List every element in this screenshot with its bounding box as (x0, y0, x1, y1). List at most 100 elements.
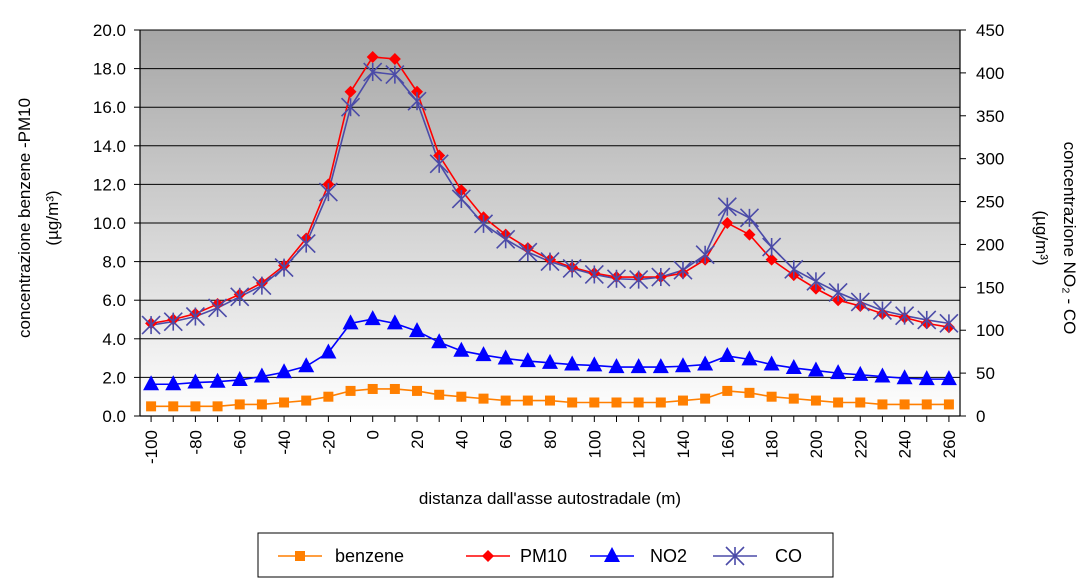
left-tick-label: 16.0 (93, 98, 126, 117)
data-point-pm10 (765, 253, 778, 266)
data-point-co (451, 189, 471, 209)
right-tick-label: 150 (976, 278, 1004, 297)
data-point-no2 (298, 357, 315, 373)
legend-box (257, 532, 834, 578)
data-point-co (385, 65, 405, 85)
data-point-co (540, 252, 560, 272)
data-point-benzene (855, 397, 866, 408)
x-tick-label: -80 (186, 430, 205, 455)
left-tick-label: 10.0 (93, 214, 126, 233)
data-point-co (562, 258, 582, 279)
x-tick-label: 100 (585, 430, 604, 458)
data-point-no2 (719, 346, 736, 362)
data-point-no2 (209, 372, 226, 388)
data-point-co (185, 306, 205, 327)
legend-marker-no2 (604, 547, 620, 562)
data-point-no2 (320, 343, 337, 359)
data-point-co (208, 298, 228, 318)
data-point-benzene (810, 395, 821, 406)
data-point-co (739, 208, 760, 228)
data-point-no2 (586, 356, 603, 372)
data-point-benzene (921, 399, 932, 410)
data-point-co (163, 312, 183, 332)
right-tick-label: 0 (976, 407, 985, 426)
legend-label-pm10: PM10 (520, 546, 567, 566)
right-tick-label: 450 (976, 21, 1004, 40)
legend-label-benzene: benzene (335, 546, 404, 566)
data-point-benzene (434, 389, 445, 400)
data-point-co (363, 62, 383, 82)
legend-marker-co (725, 546, 745, 566)
x-axis-title: distanza dall'asse autostradale (m) (419, 489, 681, 508)
data-point-benzene (389, 383, 400, 394)
data-point-co (296, 234, 316, 254)
data-point-co (606, 269, 627, 289)
data-point-benzene (943, 399, 954, 410)
data-point-co (252, 276, 272, 296)
x-tick-label: 200 (807, 430, 826, 458)
right-tick-label: 300 (976, 150, 1004, 169)
data-point-no2 (830, 364, 847, 380)
data-point-benzene (877, 399, 888, 410)
legend: benzene PM10 NO2 CO (257, 532, 834, 578)
x-tick-label: 20 (408, 430, 427, 449)
data-point-no2 (918, 370, 935, 386)
left-axis-title: concentrazione benzene -PM10 (µg/m³) (15, 98, 62, 338)
data-point-co (717, 197, 737, 217)
x-tick-label: 240 (896, 430, 915, 458)
data-point-benzene (677, 395, 688, 406)
data-point-pm10 (411, 85, 424, 98)
legend-label-co: CO (775, 546, 802, 566)
right-y-tick-labels: 0 50 100 150 200 250 300 350 400 450 (976, 21, 1004, 426)
data-point-co (872, 300, 892, 321)
data-point-co (496, 229, 516, 249)
right-tick-label: 50 (976, 364, 995, 383)
data-point-no2 (231, 370, 248, 386)
data-point-no2 (652, 358, 669, 374)
data-point-no2 (519, 352, 536, 368)
x-tick-label: 80 (541, 430, 560, 449)
x-tick-label: 140 (674, 430, 693, 458)
data-point-pm10 (743, 228, 756, 241)
left-tick-label: 8.0 (102, 253, 126, 272)
data-point-co (917, 310, 937, 330)
data-point-no2 (342, 314, 359, 330)
data-point-no2 (542, 353, 558, 369)
x-tick-label: -60 (231, 430, 250, 455)
right-axis-unit: (µg/m³) (1032, 210, 1051, 265)
data-point-benzene (256, 399, 267, 410)
data-point-no2 (763, 355, 780, 371)
axes (134, 29, 966, 422)
data-point-no2 (674, 357, 691, 373)
data-point-benzene (655, 397, 666, 408)
data-point-benzene (589, 397, 600, 408)
data-point-no2 (165, 375, 182, 391)
x-tick-label: -20 (319, 430, 338, 455)
data-point-no2 (431, 333, 448, 349)
data-point-no2 (896, 369, 913, 385)
data-point-no2 (276, 363, 293, 379)
data-point-co (141, 315, 161, 335)
data-point-co (274, 258, 294, 278)
data-point-benzene (478, 393, 489, 404)
data-point-pm10 (366, 51, 379, 64)
x-tick-label: 60 (497, 430, 516, 449)
right-axis-title-text: concentrazione NO₂ - CO (1060, 142, 1077, 335)
data-point-no2 (785, 358, 802, 374)
data-point-co (429, 154, 449, 174)
left-tick-label: 12.0 (93, 175, 126, 194)
data-point-no2 (409, 322, 426, 338)
data-point-no2 (386, 314, 403, 330)
left-tick-label: 0.0 (102, 407, 126, 426)
data-point-benzene (323, 391, 334, 402)
data-point-co (629, 270, 649, 290)
right-tick-label: 400 (976, 64, 1004, 83)
left-tick-label: 20.0 (93, 21, 126, 40)
data-point-co (651, 267, 671, 287)
left-axis-title-text: concentrazione benzene -PM10 (15, 98, 34, 338)
x-tick-label: -100 (142, 430, 161, 464)
x-tick-label: 120 (630, 430, 649, 458)
data-point-no2 (497, 349, 514, 365)
data-point-co (762, 237, 782, 257)
